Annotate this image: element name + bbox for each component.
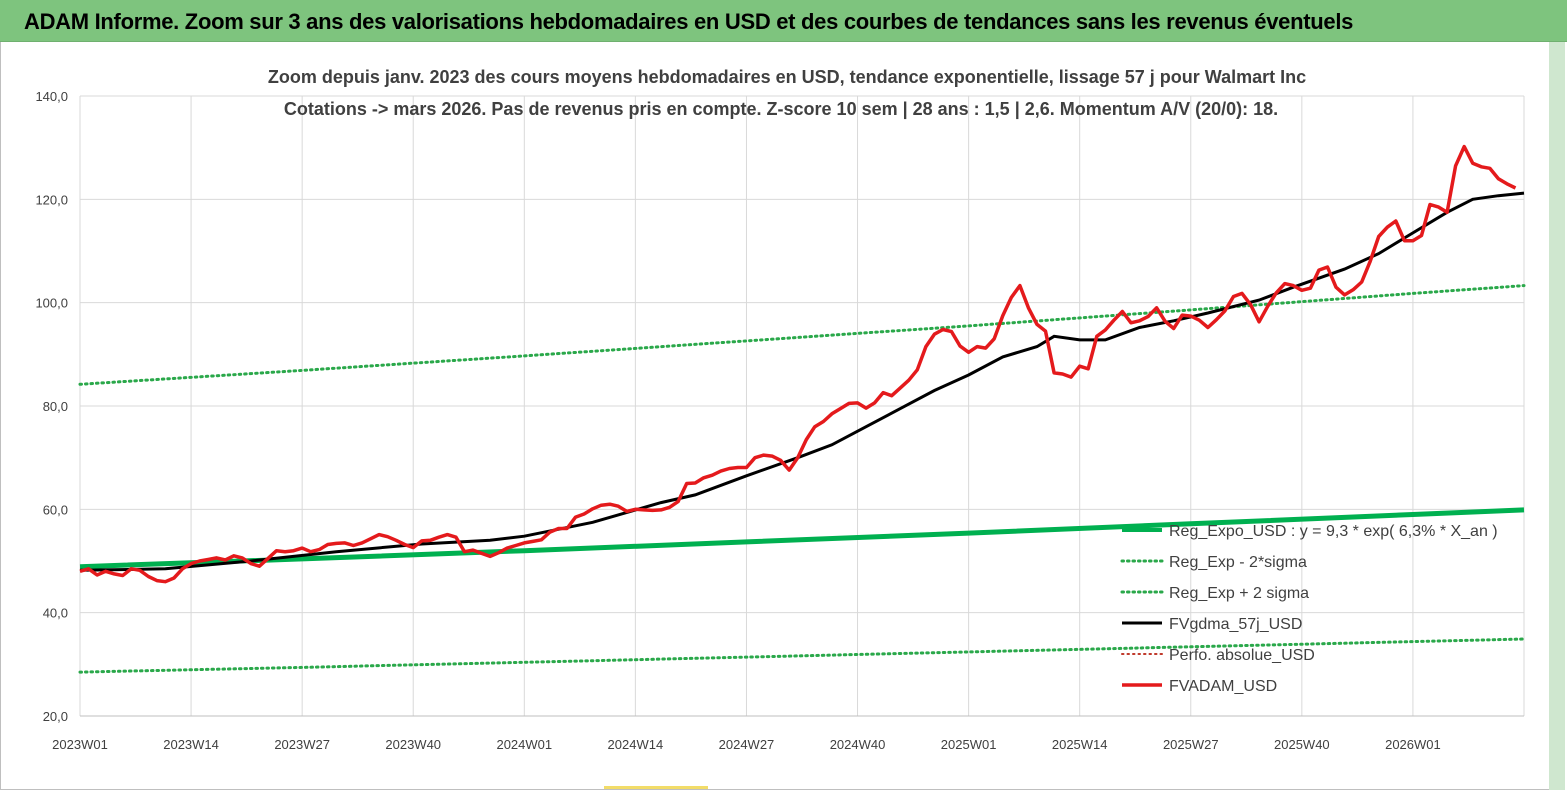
x-tick-label: 2025W14: [1052, 737, 1108, 752]
x-tick-label: 2023W27: [274, 737, 330, 752]
x-tick-label: 2026W01: [1385, 737, 1441, 752]
y-tick-label: 120,0: [35, 192, 68, 207]
grid: [79, 95, 1525, 717]
x-tick-label: 2024W27: [719, 737, 775, 752]
series-line-1: [78, 637, 1526, 674]
y-tick-label: 100,0: [35, 296, 68, 311]
report-header: ADAM Informe. Zoom sur 3 ans des valoris…: [0, 0, 1567, 42]
series-line-5: [79, 144, 1517, 584]
legend: Reg_Expo_USD : y = 9,3 * exp( 6,3% * X_a…: [1120, 523, 1498, 695]
x-tick-label: 2024W14: [608, 737, 664, 752]
series-line-3: [79, 191, 1525, 572]
axes: 20,0 40,0 60,0 80,0 100,0 120,0 140,0 2023W01 20…: [35, 89, 1524, 752]
legend-label-5: FVADAM_USD: [1169, 678, 1277, 695]
y-tick-label: 60,0: [43, 502, 68, 517]
series-line-2: [78, 284, 1526, 386]
right-decoration-stripe: [1549, 42, 1565, 790]
x-tick-label: 2023W40: [385, 737, 441, 752]
legend-label-4: Perfo. absolue_USD: [1169, 647, 1315, 664]
series-line-0: [79, 507, 1525, 570]
y-tick-label: 20,0: [43, 709, 68, 724]
chart-title: Zoom depuis janv. 2023 des cours moyens …: [268, 67, 1306, 119]
x-tick-label: 2025W01: [941, 737, 997, 752]
x-tick-label: 2025W40: [1274, 737, 1330, 752]
x-tick-label: 2023W14: [163, 737, 219, 752]
chart: Zoom depuis janv. 2023 des cours moyens …: [35, 67, 1526, 752]
legend-label-1: Reg_Exp - 2*sigma: [1169, 554, 1307, 571]
y-tick-label: 40,0: [43, 606, 68, 621]
bottom-decoration-mark: [604, 786, 708, 789]
legend-label-3: FVgdma_57j_USD: [1169, 616, 1302, 633]
x-tick-label: 2025W27: [1163, 737, 1219, 752]
x-tick-label: 2024W40: [830, 737, 886, 752]
series-group: [78, 144, 1526, 674]
x-tick-label: 2024W01: [496, 737, 552, 752]
chart-title-line-2: Cotations -> mars 2026. Pas de revenus p…: [284, 99, 1278, 119]
x-tick-label: 2023W01: [52, 737, 108, 752]
report-title: ADAM Informe. Zoom sur 3 ans des valoris…: [24, 9, 1354, 34]
y-tick-label: 140,0: [35, 89, 68, 104]
chart-title-line-1: Zoom depuis janv. 2023 des cours moyens …: [268, 67, 1306, 87]
legend-label-2: Reg_Exp + 2 sigma: [1169, 585, 1309, 602]
y-tick-label: 80,0: [43, 399, 68, 414]
legend-label-0: Reg_Expo_USD : y = 9,3 * exp( 6,3% * X_a…: [1169, 523, 1498, 540]
